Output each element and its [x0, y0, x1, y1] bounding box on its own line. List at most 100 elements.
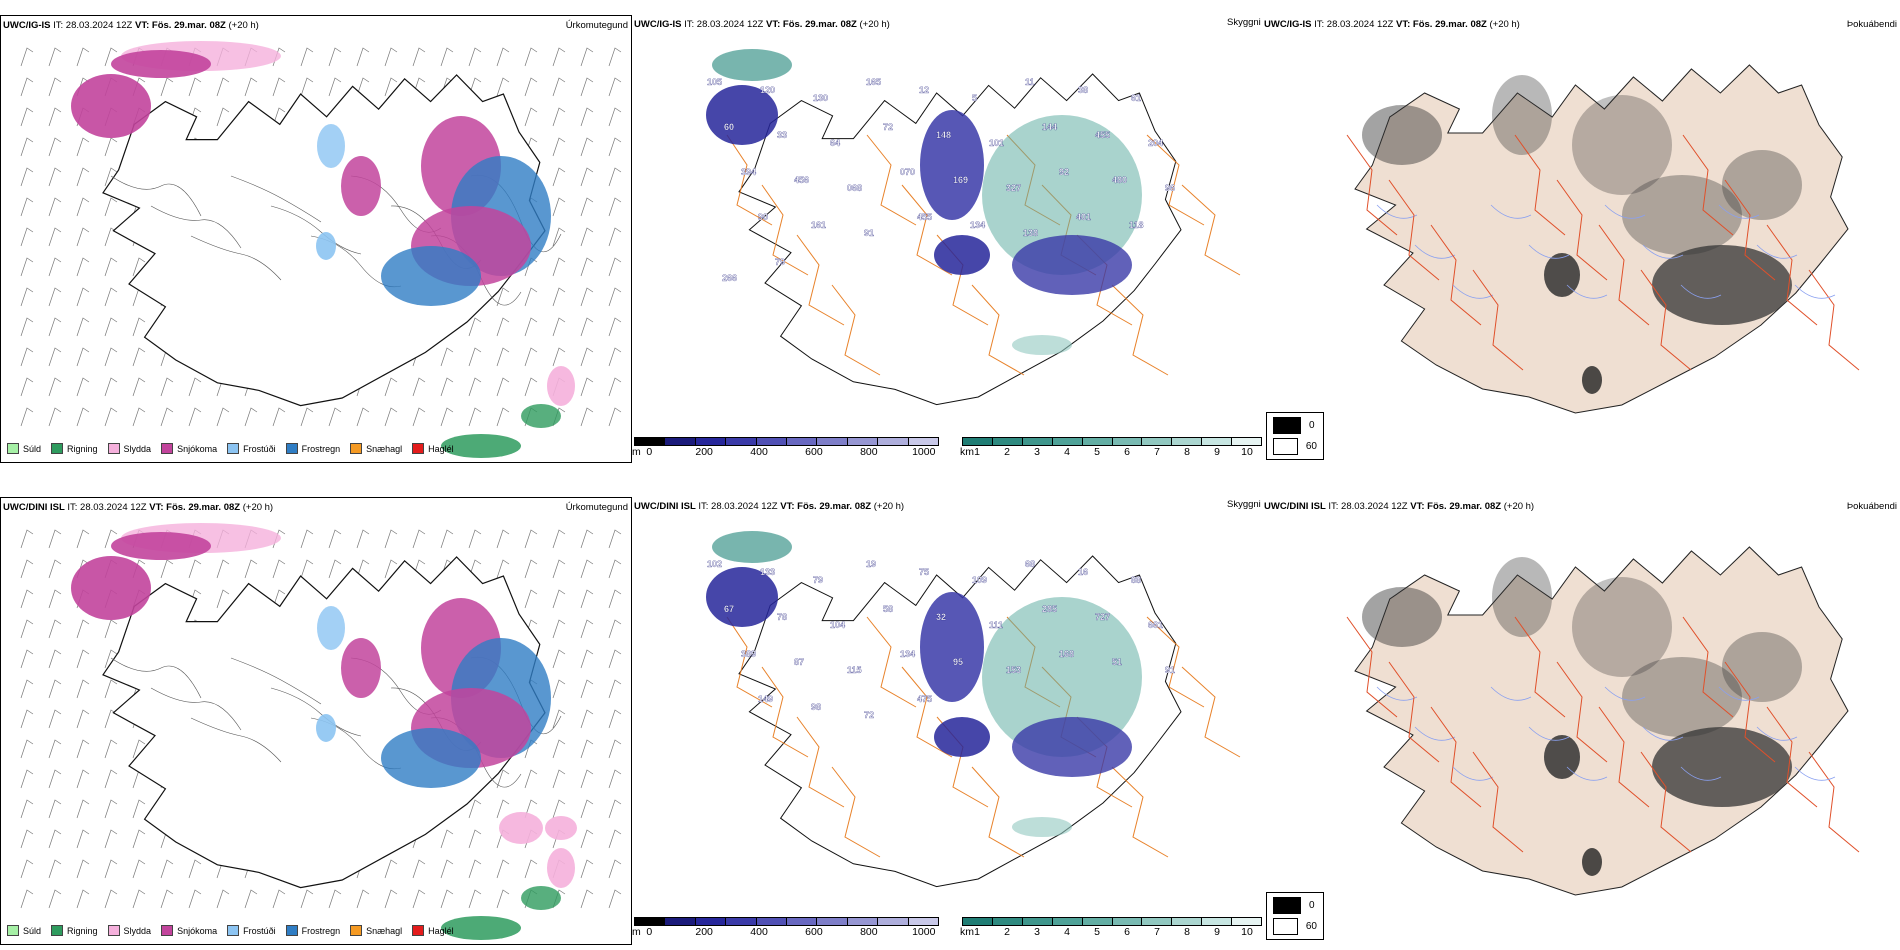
wind-barb-icon	[300, 889, 314, 909]
legend-item: Súld	[7, 925, 41, 936]
road-line	[761, 666, 809, 758]
cloud-value-label: 285	[1042, 604, 1057, 614]
wind-barb-icon	[76, 529, 90, 549]
wind-barb-icon	[440, 407, 454, 427]
legend-swatch	[7, 443, 19, 454]
wind-barb-icon	[440, 859, 454, 879]
wind-barb-icon	[48, 137, 62, 157]
road-line	[1640, 751, 1692, 853]
wind-barb-icon	[104, 769, 118, 789]
colorbar-cell	[635, 918, 666, 925]
wind-barb-icon	[412, 377, 426, 397]
wind-barb-icon	[76, 47, 90, 67]
wind-barb-icon	[132, 799, 146, 819]
wind-barb-icon	[440, 47, 454, 67]
legend-label: Snæhagl	[366, 443, 403, 454]
wind-barb-icon	[608, 589, 622, 609]
cloud-value-label: 111	[989, 620, 1003, 630]
wind-barb-icon	[48, 829, 62, 849]
wind-barb-icon	[440, 829, 454, 849]
wind-barb-icon	[20, 377, 34, 397]
road-line	[1146, 134, 1205, 226]
road-line	[1430, 224, 1482, 326]
wind-barb-icon	[272, 407, 286, 427]
wind-barb-icon	[20, 739, 34, 759]
wind-barb-icon	[104, 829, 118, 849]
wind-barb-icon	[76, 287, 90, 307]
wind-barb-icon	[132, 407, 146, 427]
wind-barb-icon	[608, 407, 622, 427]
fog-area	[1544, 253, 1580, 297]
wind-barb-icon	[132, 317, 146, 337]
wind-barb-icon	[524, 589, 538, 609]
precip-type-map-top: UWC/IG-IS IT: 28.03.2024 12Z VT: Fös. 29…	[0, 15, 632, 463]
wind-barb-icon	[188, 377, 202, 397]
colorbar-tick: 400	[750, 446, 768, 458]
colorbar-tick: 9	[1214, 926, 1220, 938]
wind-barb-icon	[524, 799, 538, 819]
wind-barb-icon	[76, 709, 90, 729]
cloud-base-area	[920, 110, 984, 220]
colorbar-tick: 800	[860, 926, 878, 938]
colorbar-cell	[878, 918, 909, 925]
fog-area	[1544, 735, 1580, 779]
legend-label: Slydda	[123, 925, 152, 936]
colorbar-cell	[1142, 918, 1173, 925]
wind-barb-icon	[132, 829, 146, 849]
river-line	[1414, 244, 1456, 259]
legend-label: Slydda	[123, 443, 152, 454]
wind-barb-icon	[552, 347, 566, 367]
legend-item: Slydda	[107, 443, 152, 454]
wind-barb-icon	[468, 859, 482, 879]
cloud-value-label: 92	[1059, 167, 1069, 177]
river-line	[1794, 766, 1836, 781]
road-line	[831, 766, 881, 858]
wind-barb-icon	[580, 107, 594, 127]
fog-legend-swatch	[1273, 417, 1301, 434]
fog-legend-row: 60	[1273, 918, 1317, 935]
legend-swatch	[107, 443, 120, 454]
wind-barb-icon	[20, 589, 34, 609]
colorbar-cell	[1112, 438, 1143, 445]
wind-barb-icon	[552, 317, 566, 337]
colorbar-tick: 1000	[912, 926, 936, 938]
wind-barb-icon	[524, 107, 538, 127]
wind-barb-icon	[496, 859, 510, 879]
wind-barb-icon	[356, 47, 370, 67]
fog-legend-label: 0	[1309, 900, 1315, 911]
colorbar-tick: 2	[1004, 926, 1010, 938]
wind-barb-icon	[160, 559, 174, 579]
wind-barb-icon	[300, 559, 314, 579]
cloud-value-label: 96	[1165, 183, 1175, 193]
wind-barb-icon	[524, 377, 538, 397]
colorbar-cell	[963, 918, 993, 925]
wind-barb-icon	[580, 347, 594, 367]
wind-barb-icon	[608, 709, 622, 729]
wind-barb-icon	[580, 197, 594, 217]
wind-barb-icon	[496, 529, 510, 549]
wind-barb-icon	[20, 799, 34, 819]
wind-barb-icon	[440, 347, 454, 367]
cloud-value-label: 204	[1148, 138, 1163, 148]
wind-barb-icon	[104, 137, 118, 157]
wind-barb-icon	[20, 649, 34, 669]
colorbar-cell	[908, 918, 939, 925]
wind-barb-icon	[188, 889, 202, 909]
wind-barb-icon	[48, 347, 62, 367]
river-line	[1680, 284, 1722, 299]
precip-area	[111, 532, 211, 560]
wind-barb-icon	[496, 889, 510, 909]
panel-title: UWC/DINI ISL IT: 28.03.2024 12Z VT: Fös.…	[634, 501, 905, 512]
legend-swatch	[51, 925, 64, 936]
panel-label: Skyggni	[1227, 17, 1261, 28]
wind-barb-icon	[216, 407, 230, 427]
road-line	[901, 184, 953, 276]
road-line	[866, 616, 917, 708]
wind-barb-icon	[300, 47, 314, 67]
wind-barb-icon	[132, 347, 146, 367]
colorbar-cell	[787, 438, 818, 445]
wind-barb-icon	[580, 137, 594, 157]
wind-barb-icon	[20, 347, 34, 367]
wind-barb-icon	[412, 407, 426, 427]
wind-barb-icon	[552, 47, 566, 67]
